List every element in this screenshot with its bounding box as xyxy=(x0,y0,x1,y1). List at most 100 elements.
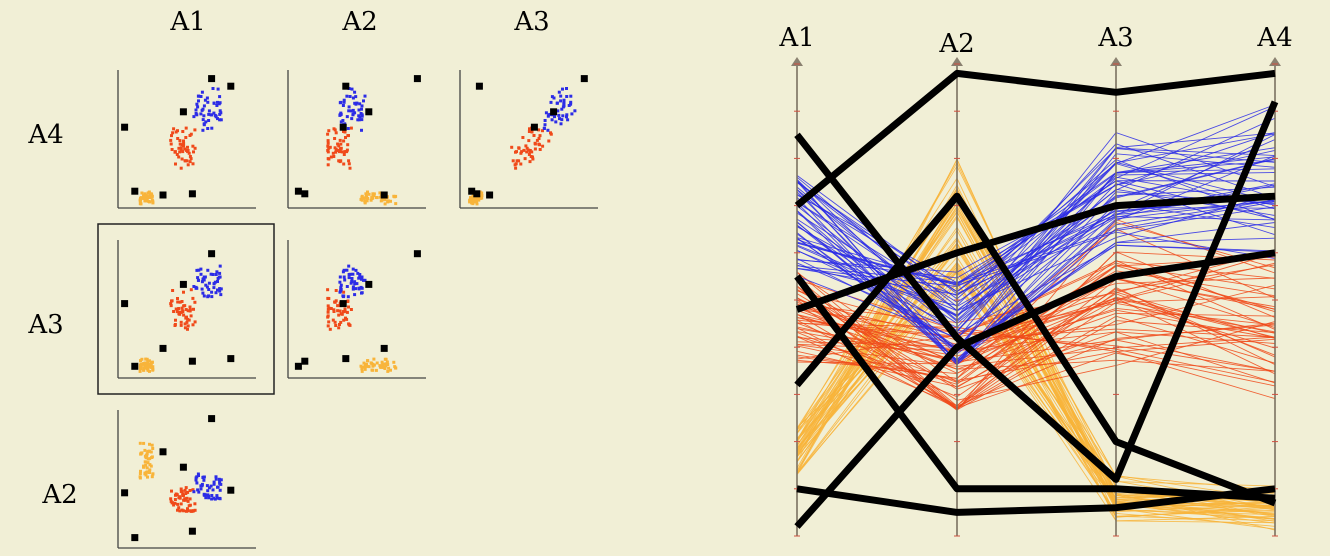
splom-point xyxy=(334,131,338,135)
splom-point xyxy=(549,100,553,104)
splom-point xyxy=(197,278,200,282)
splom-point xyxy=(559,122,563,126)
splom-point xyxy=(170,148,174,151)
splom-point xyxy=(182,498,186,502)
splom-point xyxy=(565,115,568,119)
splom-point xyxy=(199,267,203,271)
splom-point xyxy=(338,101,342,105)
splom-point xyxy=(355,282,359,286)
splom-point xyxy=(212,101,216,105)
splom-point xyxy=(202,478,206,482)
splom-highlight-point xyxy=(365,108,373,116)
splom-point xyxy=(378,191,382,195)
splom-cell-a4-a3[interactable] xyxy=(459,70,598,209)
pc-data-line xyxy=(796,322,1276,400)
splom-point xyxy=(192,307,195,311)
splom-highlight-point xyxy=(380,191,388,199)
splom-point xyxy=(329,155,333,159)
splom-highlight-point xyxy=(486,191,494,199)
splom-point xyxy=(339,288,343,292)
splom-point xyxy=(206,295,210,299)
splom-point xyxy=(528,127,531,131)
splom-point xyxy=(519,162,523,166)
splom-point xyxy=(360,128,363,132)
splom-point xyxy=(354,95,358,99)
splom-point xyxy=(559,94,563,98)
splom-cell-a4-a1[interactable] xyxy=(117,70,256,209)
splom-point xyxy=(394,202,398,206)
splom-point xyxy=(142,366,146,370)
splom-point xyxy=(353,282,357,286)
splom-point xyxy=(348,166,352,170)
pc-highlighted-lines xyxy=(794,69,1279,529)
splom-point xyxy=(513,163,517,167)
splom-point xyxy=(211,87,215,90)
splom-point xyxy=(370,197,374,200)
splom-cell-a2-a1[interactable] xyxy=(117,410,256,549)
splom-point xyxy=(146,475,149,479)
splom-highlight-point xyxy=(131,534,139,542)
splom-point xyxy=(142,197,146,200)
splom-point xyxy=(514,166,518,170)
splom-point xyxy=(332,308,336,312)
splom-point xyxy=(186,327,189,331)
pc-data-line xyxy=(796,299,1276,401)
pc-data-line xyxy=(796,299,1276,341)
splom-point xyxy=(144,197,148,201)
splom-point xyxy=(188,308,192,312)
splom-point xyxy=(475,200,478,203)
splom-cell-a3-a2[interactable] xyxy=(287,240,426,379)
splom-point xyxy=(331,151,335,155)
splom-point xyxy=(206,127,210,130)
splom-point xyxy=(214,477,218,481)
splom-point xyxy=(218,95,222,99)
splom-point xyxy=(341,270,345,274)
splom-point xyxy=(392,360,396,364)
splom-point xyxy=(181,130,185,133)
splom-point xyxy=(182,290,185,294)
splom-point xyxy=(347,159,351,163)
splom-point xyxy=(146,360,150,364)
splom-point xyxy=(203,98,207,102)
splom-point xyxy=(567,104,571,107)
splom-point xyxy=(216,485,219,489)
splom-point xyxy=(339,111,343,115)
splom-point xyxy=(218,497,222,501)
splom-point xyxy=(385,360,389,364)
splom-point xyxy=(476,198,480,202)
splom-point xyxy=(533,147,537,151)
splom-point xyxy=(144,471,148,475)
splom-point xyxy=(533,142,537,146)
splom-point xyxy=(342,290,346,294)
splom-point xyxy=(527,153,531,156)
splom-point xyxy=(392,194,396,198)
splom-point xyxy=(375,361,379,365)
splom-point xyxy=(565,95,569,98)
pc-highlight-line xyxy=(794,69,1276,209)
splom-point xyxy=(211,488,215,492)
splom-point xyxy=(380,360,384,364)
splom-point xyxy=(337,326,341,330)
pc-axis-a1[interactable] xyxy=(791,57,803,537)
splom-highlight-point xyxy=(179,280,187,288)
splom-point xyxy=(339,142,343,146)
splom-point xyxy=(138,199,142,203)
splom-point xyxy=(351,285,355,289)
pc-axis-label-a1: A1 xyxy=(778,23,814,53)
splom-point xyxy=(362,361,366,365)
splom-point xyxy=(219,482,223,486)
splom-point xyxy=(345,94,349,98)
splom-cell-a3-a1[interactable] xyxy=(97,223,275,395)
splom-point xyxy=(386,369,390,373)
splom-cell-a4-a2[interactable] xyxy=(287,70,426,209)
splom-point xyxy=(219,118,223,122)
splom-point xyxy=(521,136,525,139)
splom-point xyxy=(140,191,144,195)
splom-highlight-point xyxy=(179,463,187,471)
splom-point xyxy=(570,112,574,116)
splom-point xyxy=(183,147,187,151)
splom-point xyxy=(186,499,190,503)
splom-point xyxy=(185,320,189,324)
splom-point xyxy=(178,310,182,314)
